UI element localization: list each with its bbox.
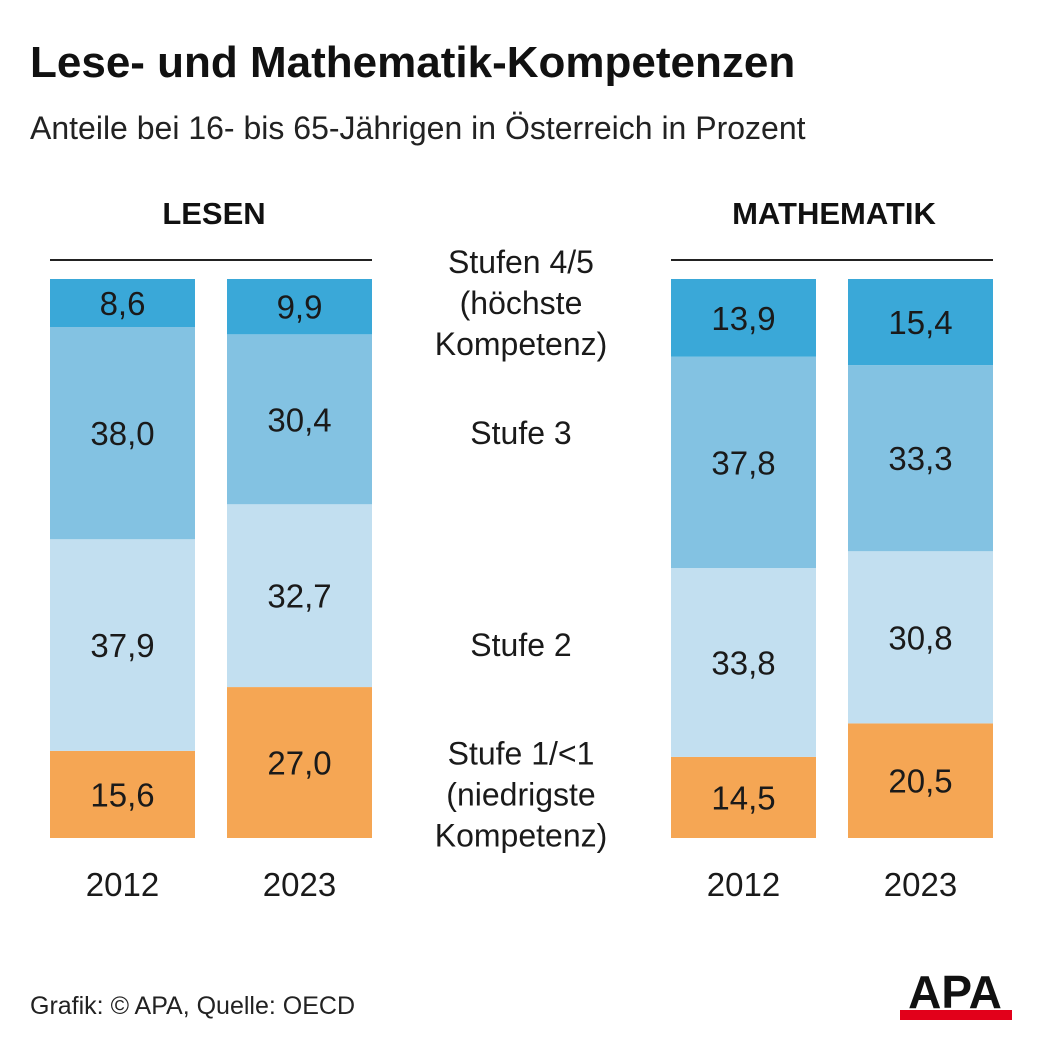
bar-segment-mathematik-2012-level1 — [671, 756, 816, 838]
level-label-line: Kompetenz) — [435, 326, 608, 362]
bar-segment-mathematik-2012-level3 — [671, 356, 816, 569]
data-label-mathematik-2023-level45: 15,4 — [888, 304, 952, 341]
level-label-line: (höchste — [460, 285, 583, 321]
mathematik-panel-title: MATHEMATIK — [732, 196, 936, 231]
bar-segment-lesen-2012-level1 — [50, 750, 195, 838]
bar-segment-mathematik-2012-level2 — [671, 568, 816, 757]
bar-segment-mathematik-2023-level45 — [848, 279, 993, 366]
x-tick-label-mathematik-2023: 2023 — [884, 866, 957, 903]
chart-title: Lese- und Mathematik-Kompetenzen — [30, 38, 796, 87]
lesen-panel-title: LESEN — [162, 196, 265, 231]
bar-segment-lesen-2012-level45 — [50, 279, 195, 328]
data-label-lesen-2023-level3: 30,4 — [267, 401, 331, 438]
x-tick-label-lesen-2023: 2023 — [263, 866, 336, 903]
data-label-lesen-2012-level1: 15,6 — [90, 776, 154, 813]
level-label-level1: Stufe 1/<1 (niedrigste Kompetenz) — [435, 735, 608, 853]
data-label-lesen-2012-level45: 8,6 — [100, 285, 146, 322]
data-label-mathematik-2012-level3: 37,8 — [711, 444, 775, 481]
level-label-line: Kompetenz) — [435, 817, 608, 853]
data-label-mathematik-2012-level1: 14,5 — [711, 779, 775, 816]
level-label-line: Stufe 2 — [470, 627, 571, 663]
level-label-level3: Stufe 3 — [470, 415, 571, 451]
level-label-line: Stufe 3 — [470, 415, 571, 451]
bar-segment-mathematik-2023-level1 — [848, 723, 993, 838]
bar-segment-lesen-2012-level2 — [50, 539, 195, 751]
level-label-line: Stufe 1/<1 — [448, 735, 595, 771]
bar-segment-lesen-2023-level2 — [227, 504, 372, 688]
bar-segment-mathematik-2023-level3 — [848, 365, 993, 552]
bar-segment-mathematik-2023-level2 — [848, 551, 993, 724]
data-label-mathematik-2023-level1: 20,5 — [888, 763, 952, 800]
bar-segment-lesen-2023-level45 — [227, 279, 372, 335]
data-label-mathematik-2023-level3: 33,3 — [888, 440, 952, 477]
data-label-mathematik-2023-level2: 30,8 — [888, 619, 952, 656]
chart-subtitle: Anteile bei 16- bis 65-Jährigen in Öster… — [30, 110, 806, 146]
bar-segment-lesen-2023-level1 — [227, 687, 372, 838]
stacked-bar-chart: LESEN 15,6 37,9 38,0 8,6 2012 27,0 32,7 30,4 9,9 2… — [50, 196, 993, 903]
source-note: Grafik: © APA, Quelle: OECD — [30, 992, 355, 1020]
level-label-level45: Stufen 4/5 (höchste Kompetenz) — [435, 244, 608, 362]
data-label-lesen-2023-level45: 9,9 — [277, 289, 323, 326]
data-label-mathematik-2012-level2: 33,8 — [711, 644, 775, 681]
x-tick-label-mathematik-2012: 2012 — [707, 866, 780, 903]
level-label-level2: Stufe 2 — [470, 627, 571, 663]
bar-segment-mathematik-2012-level45 — [671, 279, 816, 357]
x-tick-label-lesen-2012: 2012 — [86, 866, 159, 903]
level-label-line: (niedrigste — [446, 776, 595, 812]
data-label-mathematik-2012-level45: 13,9 — [711, 300, 775, 337]
apa-logo-bar — [900, 1010, 1012, 1020]
data-label-lesen-2023-level2: 32,7 — [267, 578, 331, 615]
bar-segment-lesen-2012-level3 — [50, 327, 195, 540]
data-label-lesen-2012-level2: 37,9 — [90, 627, 154, 664]
data-label-lesen-2023-level1: 27,0 — [267, 745, 331, 782]
data-label-lesen-2012-level3: 38,0 — [90, 415, 154, 452]
bar-segment-lesen-2023-level3 — [227, 334, 372, 505]
level-label-line: Stufen 4/5 — [448, 244, 594, 280]
apa-logo: APA — [900, 970, 1012, 1020]
